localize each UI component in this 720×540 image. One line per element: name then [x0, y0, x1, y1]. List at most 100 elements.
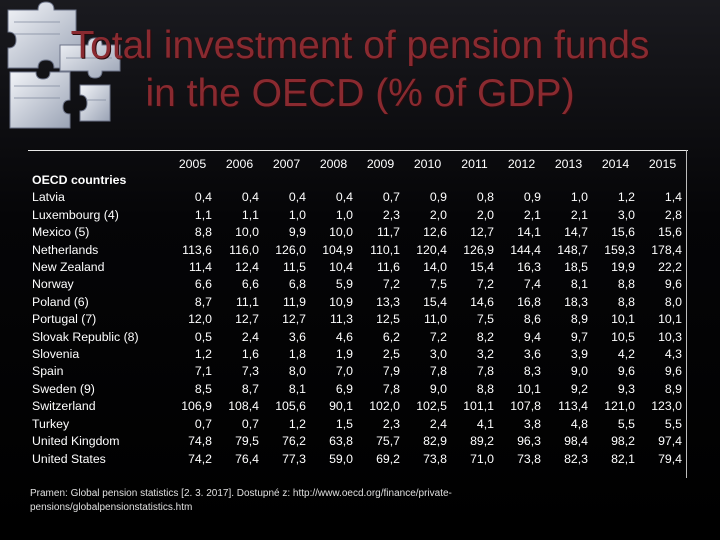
table-top-rule — [28, 150, 688, 151]
value-cell: 2,1 — [570, 207, 588, 222]
value-cell: 14,6 — [470, 294, 494, 309]
value-cell: 14,1 — [517, 225, 541, 240]
value-cell: 2,0 — [429, 207, 447, 222]
value-cell: 10,1 — [611, 312, 635, 327]
value-cell: 74,8 — [188, 434, 212, 449]
table-row: United States 74,2 76,4 77,3 59,0 69,2 73,8 71,… — [30, 451, 686, 468]
value-cell: 15,6 — [658, 225, 682, 240]
value-cell: 108,4 — [228, 399, 259, 414]
value-cell: 10,1 — [658, 312, 682, 327]
year-header: 2010 — [413, 157, 442, 171]
value-cell: 1,1 — [194, 207, 212, 222]
value-cell: 10,4 — [329, 260, 353, 275]
value-cell: 12,5 — [376, 312, 400, 327]
table-row: Spain 7,1 7,3 8,0 7,0 7,9 7,8 7,8 8,3 9,0 9,6 9,6 — [30, 363, 686, 380]
country-cell: Turkey — [32, 416, 70, 431]
value-cell: 5,9 — [335, 277, 353, 292]
table-row: Turkey 0,7 0,7 1,2 1,5 2,3 2,4 4,1 3,8 4,8 5,5 5,5 — [30, 416, 686, 433]
value-cell: 4,2 — [617, 347, 635, 362]
header-spacer — [30, 156, 169, 172]
value-cell: 101,1 — [463, 399, 494, 414]
group-label-row: OECD countries — [30, 172, 686, 189]
value-cell: 10,9 — [329, 294, 353, 309]
country-cell: New Zealand — [32, 260, 105, 275]
value-cell: 11,1 — [235, 294, 259, 309]
country-cell: Luxembourg (4) — [32, 207, 119, 222]
pension-investment-table: 2005 2006 2007 2008 2009 2010 2011 2012 2013 2014… — [30, 156, 686, 468]
country-cell: Slovenia — [32, 347, 80, 362]
value-cell: 11,9 — [282, 294, 306, 309]
value-cell: 71,0 — [470, 451, 494, 466]
value-cell: 7,5 — [476, 312, 494, 327]
value-cell: 4,8 — [570, 416, 588, 431]
value-cell: 8,8 — [617, 294, 635, 309]
value-cell: 2,3 — [382, 416, 400, 431]
table-row: Mexico (5) 8,8 10,0 9,9 10,0 11,7 12,6 12,7 14,1… — [30, 224, 686, 241]
value-cell: 9,2 — [570, 381, 588, 396]
year-header: 2009 — [366, 157, 395, 171]
value-cell: 159,3 — [604, 242, 635, 257]
value-cell: 7,8 — [429, 364, 447, 379]
value-cell: 0,4 — [288, 190, 306, 205]
value-cell: 8,7 — [241, 381, 259, 396]
value-cell: 5,5 — [664, 416, 682, 431]
value-cell: 8,3 — [523, 364, 541, 379]
value-cell: 18,3 — [564, 294, 588, 309]
value-cell: 0,7 — [382, 190, 400, 205]
puzzle-pieces-icon — [7, 1, 121, 129]
value-cell: 73,8 — [517, 451, 541, 466]
value-cell: 102,5 — [416, 399, 447, 414]
value-cell: 4,1 — [476, 416, 494, 431]
country-cell: Spain — [32, 364, 64, 379]
table-row: Netherlands 113,6 116,0 126,0 104,9 110,1 120,… — [30, 242, 686, 259]
value-cell: 7,2 — [382, 277, 400, 292]
value-cell: 144,4 — [510, 242, 541, 257]
value-cell: 104,9 — [322, 242, 353, 257]
value-cell: 7,1 — [194, 364, 212, 379]
value-cell: 110,1 — [370, 242, 400, 257]
source-note: Pramen: Global pension statistics [2. 3.… — [30, 488, 452, 513]
value-cell: 82,9 — [423, 434, 447, 449]
value-cell: 22,2 — [658, 260, 682, 275]
value-cell: 6,2 — [382, 329, 400, 344]
value-cell: 7,9 — [382, 364, 400, 379]
value-cell: 107,8 — [510, 399, 541, 414]
value-cell: 11,7 — [376, 225, 400, 240]
value-cell: 98,4 — [564, 434, 588, 449]
country-cell: Slovak Republic (8) — [32, 329, 139, 344]
value-cell: 12,7 — [470, 225, 494, 240]
value-cell: 15,6 — [611, 225, 635, 240]
value-cell: 9,9 — [288, 225, 306, 240]
value-cell: 74,2 — [188, 451, 212, 466]
value-cell: 1,2 — [288, 416, 306, 431]
value-cell: 11,4 — [188, 260, 212, 275]
value-cell: 63,8 — [329, 434, 353, 449]
value-cell: 6,6 — [241, 277, 259, 292]
value-cell: 0,4 — [241, 190, 259, 205]
value-cell: 0,4 — [335, 190, 353, 205]
table-row: Sweden (9) 8,5 8,7 8,1 6,9 7,8 9,0 8,8 10,1 9,2 9,… — [30, 381, 686, 398]
year-header: 2007 — [272, 157, 301, 171]
country-cell: Sweden (9) — [32, 381, 95, 396]
country-cell: Norway — [32, 277, 74, 292]
value-cell: 1,4 — [664, 190, 682, 205]
value-cell: 0,7 — [241, 416, 259, 431]
value-cell: 82,3 — [564, 451, 588, 466]
value-cell: 8,8 — [476, 381, 494, 396]
value-cell: 8,0 — [664, 294, 682, 309]
value-cell: 3,0 — [429, 347, 447, 362]
value-cell: 148,7 — [557, 242, 588, 257]
value-cell: 10,5 — [611, 329, 635, 344]
value-cell: 9,0 — [570, 364, 588, 379]
value-cell: 8,0 — [288, 364, 306, 379]
value-cell: 8,1 — [570, 277, 588, 292]
value-cell: 11,3 — [329, 312, 353, 327]
value-cell: 1,0 — [288, 207, 306, 222]
table-row: Luxembourg (4) 1,1 1,1 1,0 1,0 2,3 2,0 2,0 2,1 2,… — [30, 207, 686, 224]
table-row: Slovak Republic (8) 0,5 2,4 3,6 4,6 6,2 7,2 8,2… — [30, 329, 686, 346]
year-header: 2005 — [178, 157, 207, 171]
value-cell: 69,2 — [376, 451, 400, 466]
country-cell: Netherlands — [32, 242, 99, 257]
value-cell: 9,4 — [523, 329, 541, 344]
table-row: Switzerland 106,9 108,4 105,6 90,1 102,0 102,5… — [30, 398, 686, 415]
